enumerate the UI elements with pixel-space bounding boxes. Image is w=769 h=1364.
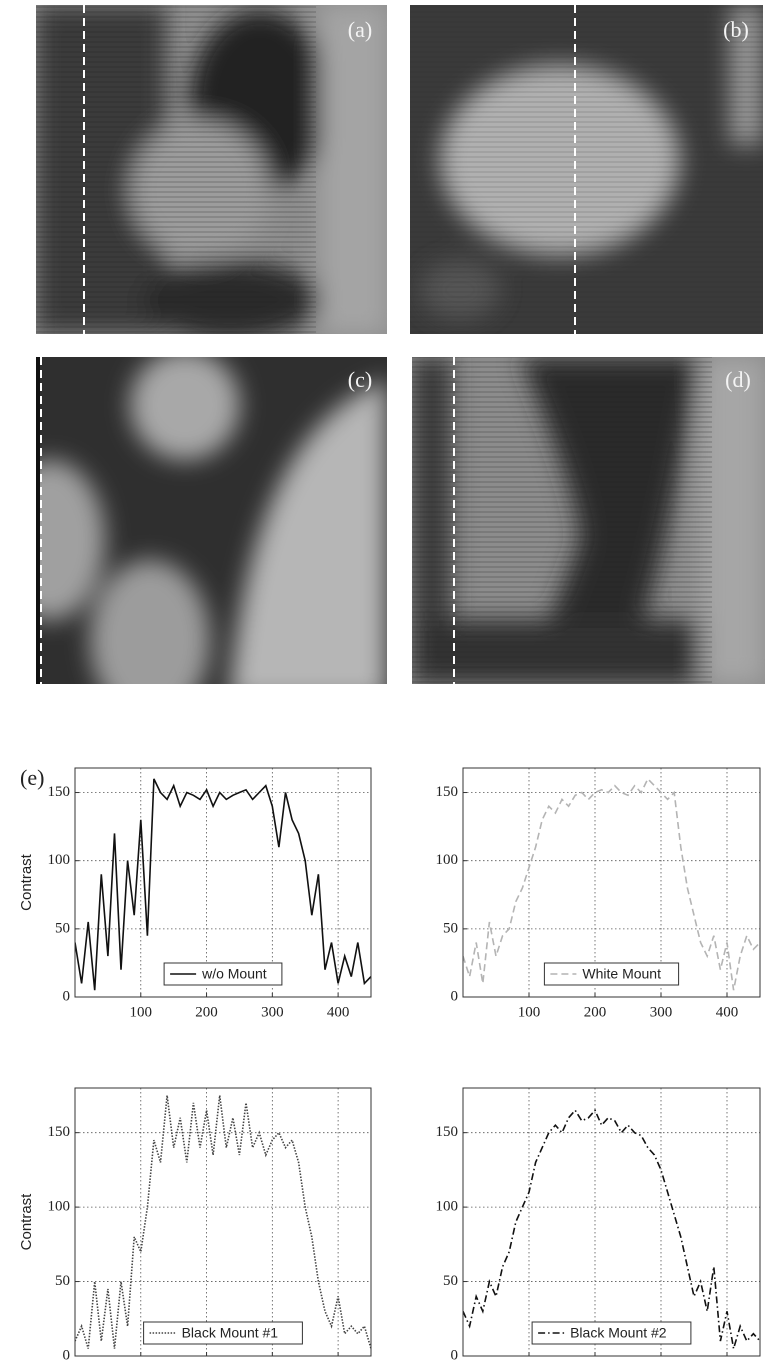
x-tick-label: 100 [130,1004,153,1020]
y-tick-label: 50 [443,1273,458,1289]
plot-area [463,777,760,991]
plot-frame [462,1087,761,1357]
y-tick-label: 0 [451,1347,459,1363]
x-tick-label: 300 [261,1004,284,1020]
panel-label: (e) [20,765,44,790]
y-tick-label: 0 [63,1347,71,1363]
legend-box [143,1321,303,1345]
y-tick-label: 150 [436,784,459,800]
y-tick-label: 100 [48,1199,71,1215]
legend-label: Black Mount #1 [182,1325,279,1341]
x-tick-label: 100 [518,1004,541,1020]
plot-area [75,1095,371,1349]
plot-area [75,778,371,991]
y-tick-label: 100 [48,852,71,868]
image-panel [410,5,763,334]
y-axis-label: Contrast [18,853,35,911]
y-tick-label: 50 [443,920,458,936]
y-tick-label: 0 [63,988,71,1004]
image-panel [36,357,387,684]
data-line [463,777,760,991]
data-line [463,1108,760,1349]
legend-label: w/o Mount [201,966,267,982]
y-tick-label: 50 [55,920,70,936]
y-tick-label: 0 [451,988,459,1004]
legend-box [163,962,283,986]
plot-area [463,1108,760,1349]
y-tick-label: 150 [48,784,71,800]
y-tick-label: 50 [55,1273,70,1289]
x-tick-label: 200 [195,1004,218,1020]
x-tick-label: 400 [716,1004,739,1020]
y-tick-label: 100 [436,1199,459,1215]
x-tick-label: 400 [327,1004,350,1020]
legend-label: White Mount [582,966,661,982]
plot-frame [462,767,761,998]
panel-label: (d) [725,367,751,392]
image-panel [412,357,765,684]
panel-label: (c) [348,367,372,392]
data-line [75,1095,371,1349]
y-tick-label: 150 [436,1124,459,1140]
y-axis-label: Contrast [18,1193,35,1251]
data-line [75,778,371,991]
image-panel [36,5,387,334]
legend-label: Black Mount #2 [570,1325,667,1341]
panel-label: (b) [723,17,749,42]
x-tick-label: 300 [650,1004,673,1020]
legend-box [531,1321,692,1345]
panel-label: (a) [348,17,372,42]
y-tick-label: 100 [436,852,459,868]
legend-box [543,962,680,986]
plot-frame [74,1087,372,1357]
x-tick-label: 200 [584,1004,607,1020]
y-tick-label: 150 [48,1124,71,1140]
plot-frame [74,767,372,998]
